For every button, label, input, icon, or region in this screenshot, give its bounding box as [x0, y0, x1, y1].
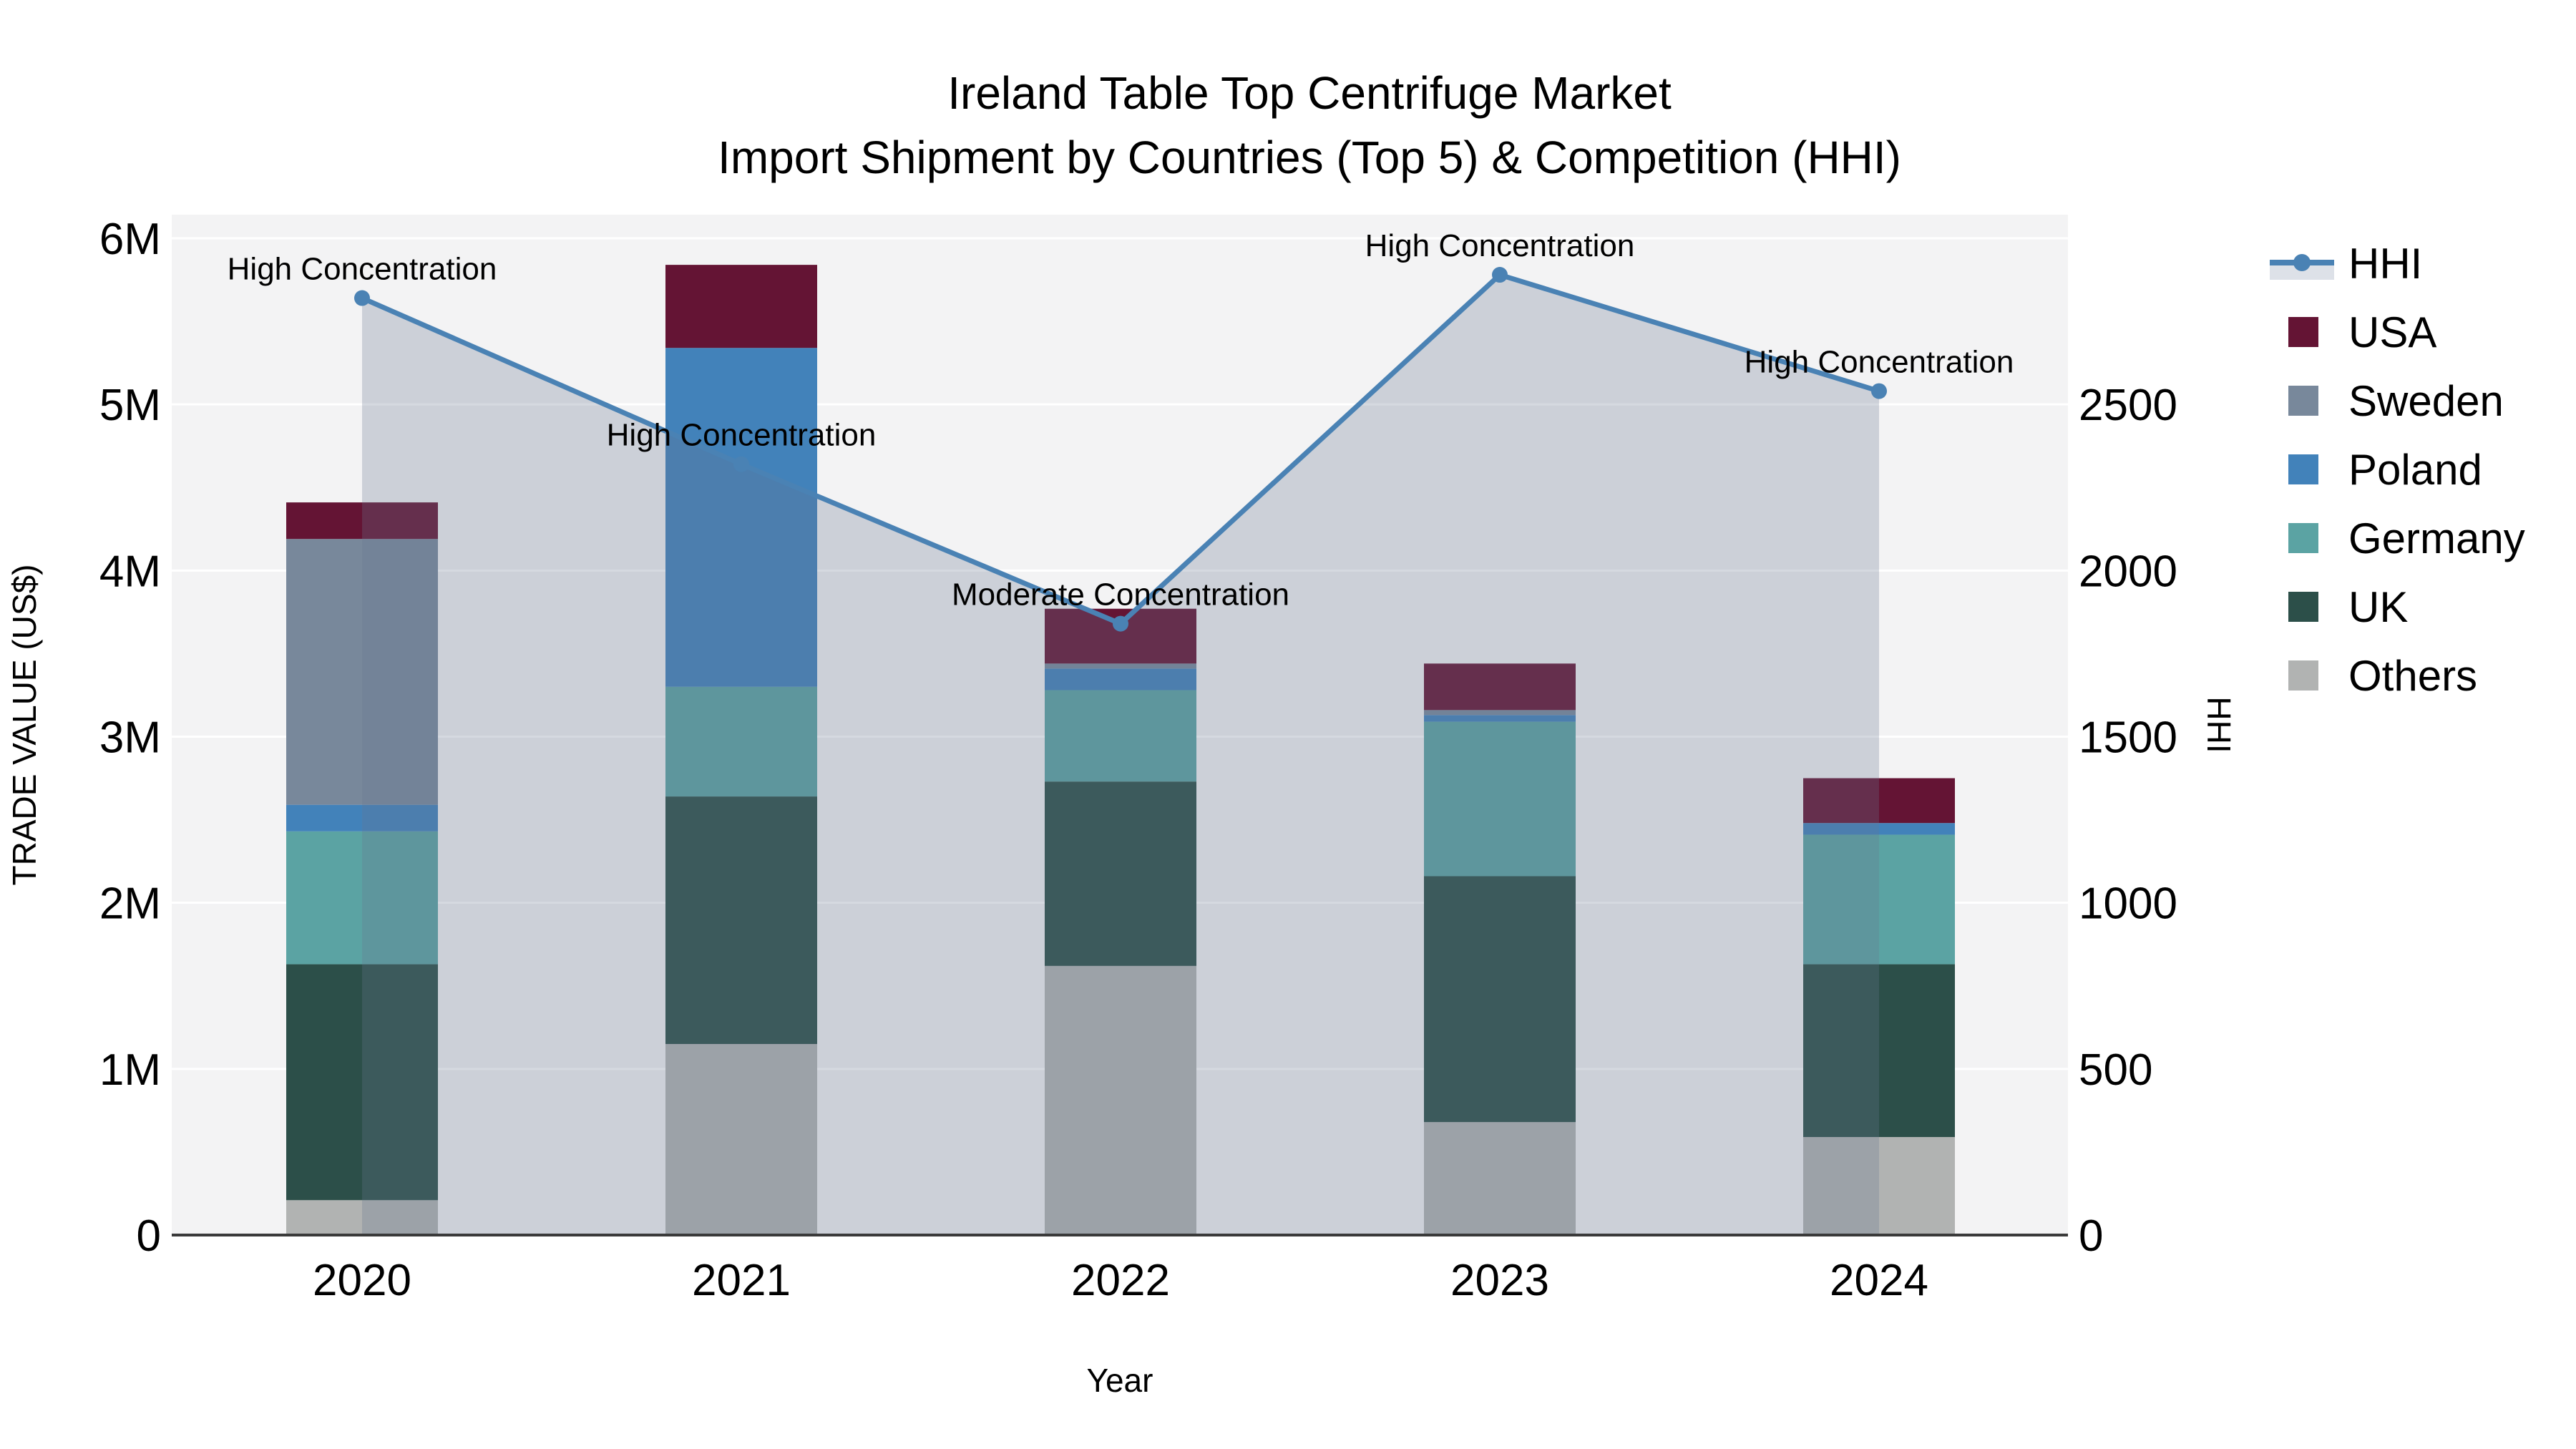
bar-segment-germany-2023	[1424, 721, 1576, 877]
chart-title-line1: Ireland Table Top Centrifuge Market	[947, 67, 1672, 119]
bar-segment-sweden-2020	[286, 539, 438, 805]
y-right-tick-0: 0	[2079, 1211, 2103, 1261]
bar-segment-usa-2023	[1424, 663, 1576, 711]
y-right-tick-500: 500	[2079, 1045, 2152, 1095]
annotation-2024: High Concentration	[1745, 345, 2014, 380]
y-left-tick-1M: 1M	[99, 1045, 161, 1095]
bar-segment-germany-2021	[665, 686, 817, 797]
y-left-tick-0: 0	[137, 1211, 161, 1261]
y-left-tick-4M: 4M	[99, 547, 161, 596]
y-left-tick-6M: 6M	[99, 215, 161, 264]
bar-segment-poland-2020	[286, 804, 438, 831]
y-axis-title-left: TRADE VALUE (US$)	[6, 564, 43, 885]
x-tick-2023: 2023	[1450, 1256, 1549, 1305]
legend-swatch-uk	[2288, 592, 2318, 622]
bar-segment-poland-2021	[665, 348, 817, 687]
bar-segment-usa-2021	[665, 265, 817, 348]
hhi-marker-2022	[1113, 615, 1128, 632]
bar-segment-germany-2022	[1045, 690, 1196, 782]
hhi-marker-2021	[733, 456, 749, 472]
bar-segment-others-2022	[1045, 965, 1196, 1235]
x-tick-2021: 2021	[692, 1256, 791, 1305]
y-left-tick-3M: 3M	[99, 713, 161, 762]
bar-segment-sweden-2022	[1045, 663, 1196, 669]
x-tick-2022: 2022	[1071, 1256, 1170, 1305]
y-right-tick-1500: 1500	[2079, 713, 2177, 762]
bar-segment-sweden-2023	[1424, 710, 1576, 716]
bar-segment-uk-2024	[1803, 964, 1955, 1138]
legend-label-usa: USA	[2348, 308, 2436, 356]
bar-segment-uk-2021	[665, 796, 817, 1045]
hhi-area-fill	[362, 275, 1879, 1236]
bar-segment-usa-2024	[1803, 778, 1955, 824]
bar-segment-uk-2020	[286, 964, 438, 1201]
bar-segment-uk-2022	[1045, 781, 1196, 966]
annotation-2020: High Concentration	[228, 252, 497, 287]
legend-label-sweden: Sweden	[2348, 377, 2504, 425]
legend-hhi-marker-icon	[2293, 254, 2311, 271]
annotation-2021: High Concentration	[607, 418, 877, 453]
y-left-tick-2M: 2M	[99, 879, 161, 929]
bar-segment-germany-2024	[1803, 834, 1955, 965]
bar-segment-poland-2022	[1045, 668, 1196, 691]
legend-label-others: Others	[2348, 652, 2477, 700]
x-tick-2020: 2020	[313, 1256, 411, 1305]
x-tick-2024: 2024	[1830, 1256, 1928, 1305]
annotation-2023: High Concentration	[1365, 228, 1635, 263]
legend-swatch-usa	[2288, 317, 2318, 347]
legend-swatch-poland	[2288, 454, 2318, 484]
bar-segment-poland-2023	[1424, 715, 1576, 722]
bar-segment-others-2024	[1803, 1137, 1955, 1235]
x-axis-title: Year	[1087, 1362, 1153, 1399]
y-left-tick-5M: 5M	[99, 381, 161, 430]
legend-label-germany: Germany	[2348, 514, 2525, 562]
legend-label-hhi: HHI	[2348, 240, 2422, 288]
bar-segment-others-2021	[665, 1044, 817, 1235]
bar-segment-germany-2020	[286, 831, 438, 965]
annotation-2022: Moderate Concentration	[952, 577, 1289, 613]
hhi-marker-2024	[1871, 383, 1887, 399]
bar-segment-others-2023	[1424, 1122, 1576, 1235]
bar-segment-usa-2020	[286, 502, 438, 540]
hhi-marker-2023	[1492, 267, 1508, 283]
legend-swatch-germany	[2288, 523, 2318, 553]
legend-swatch-sweden	[2288, 386, 2318, 416]
bar-segment-poland-2024	[1803, 823, 1955, 835]
y-right-tick-2000: 2000	[2079, 547, 2177, 596]
legend-swatch-others	[2288, 660, 2318, 691]
y-axis-title-right: HHI	[2200, 696, 2238, 753]
bar-segment-uk-2023	[1424, 876, 1576, 1123]
y-right-tick-2500: 2500	[2079, 381, 2177, 430]
hhi-marker-2020	[354, 290, 370, 306]
legend-label-poland: Poland	[2348, 446, 2482, 494]
y-right-tick-1000: 1000	[2079, 879, 2177, 929]
legend-label-uk: UK	[2348, 583, 2408, 631]
chart-title-line2: Import Shipment by Countries (Top 5) & C…	[718, 132, 1901, 183]
bar-segment-others-2020	[286, 1200, 438, 1235]
